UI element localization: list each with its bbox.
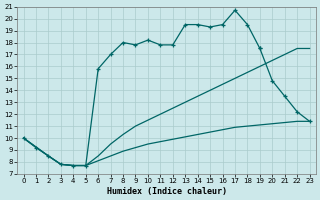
- X-axis label: Humidex (Indice chaleur): Humidex (Indice chaleur): [107, 187, 227, 196]
